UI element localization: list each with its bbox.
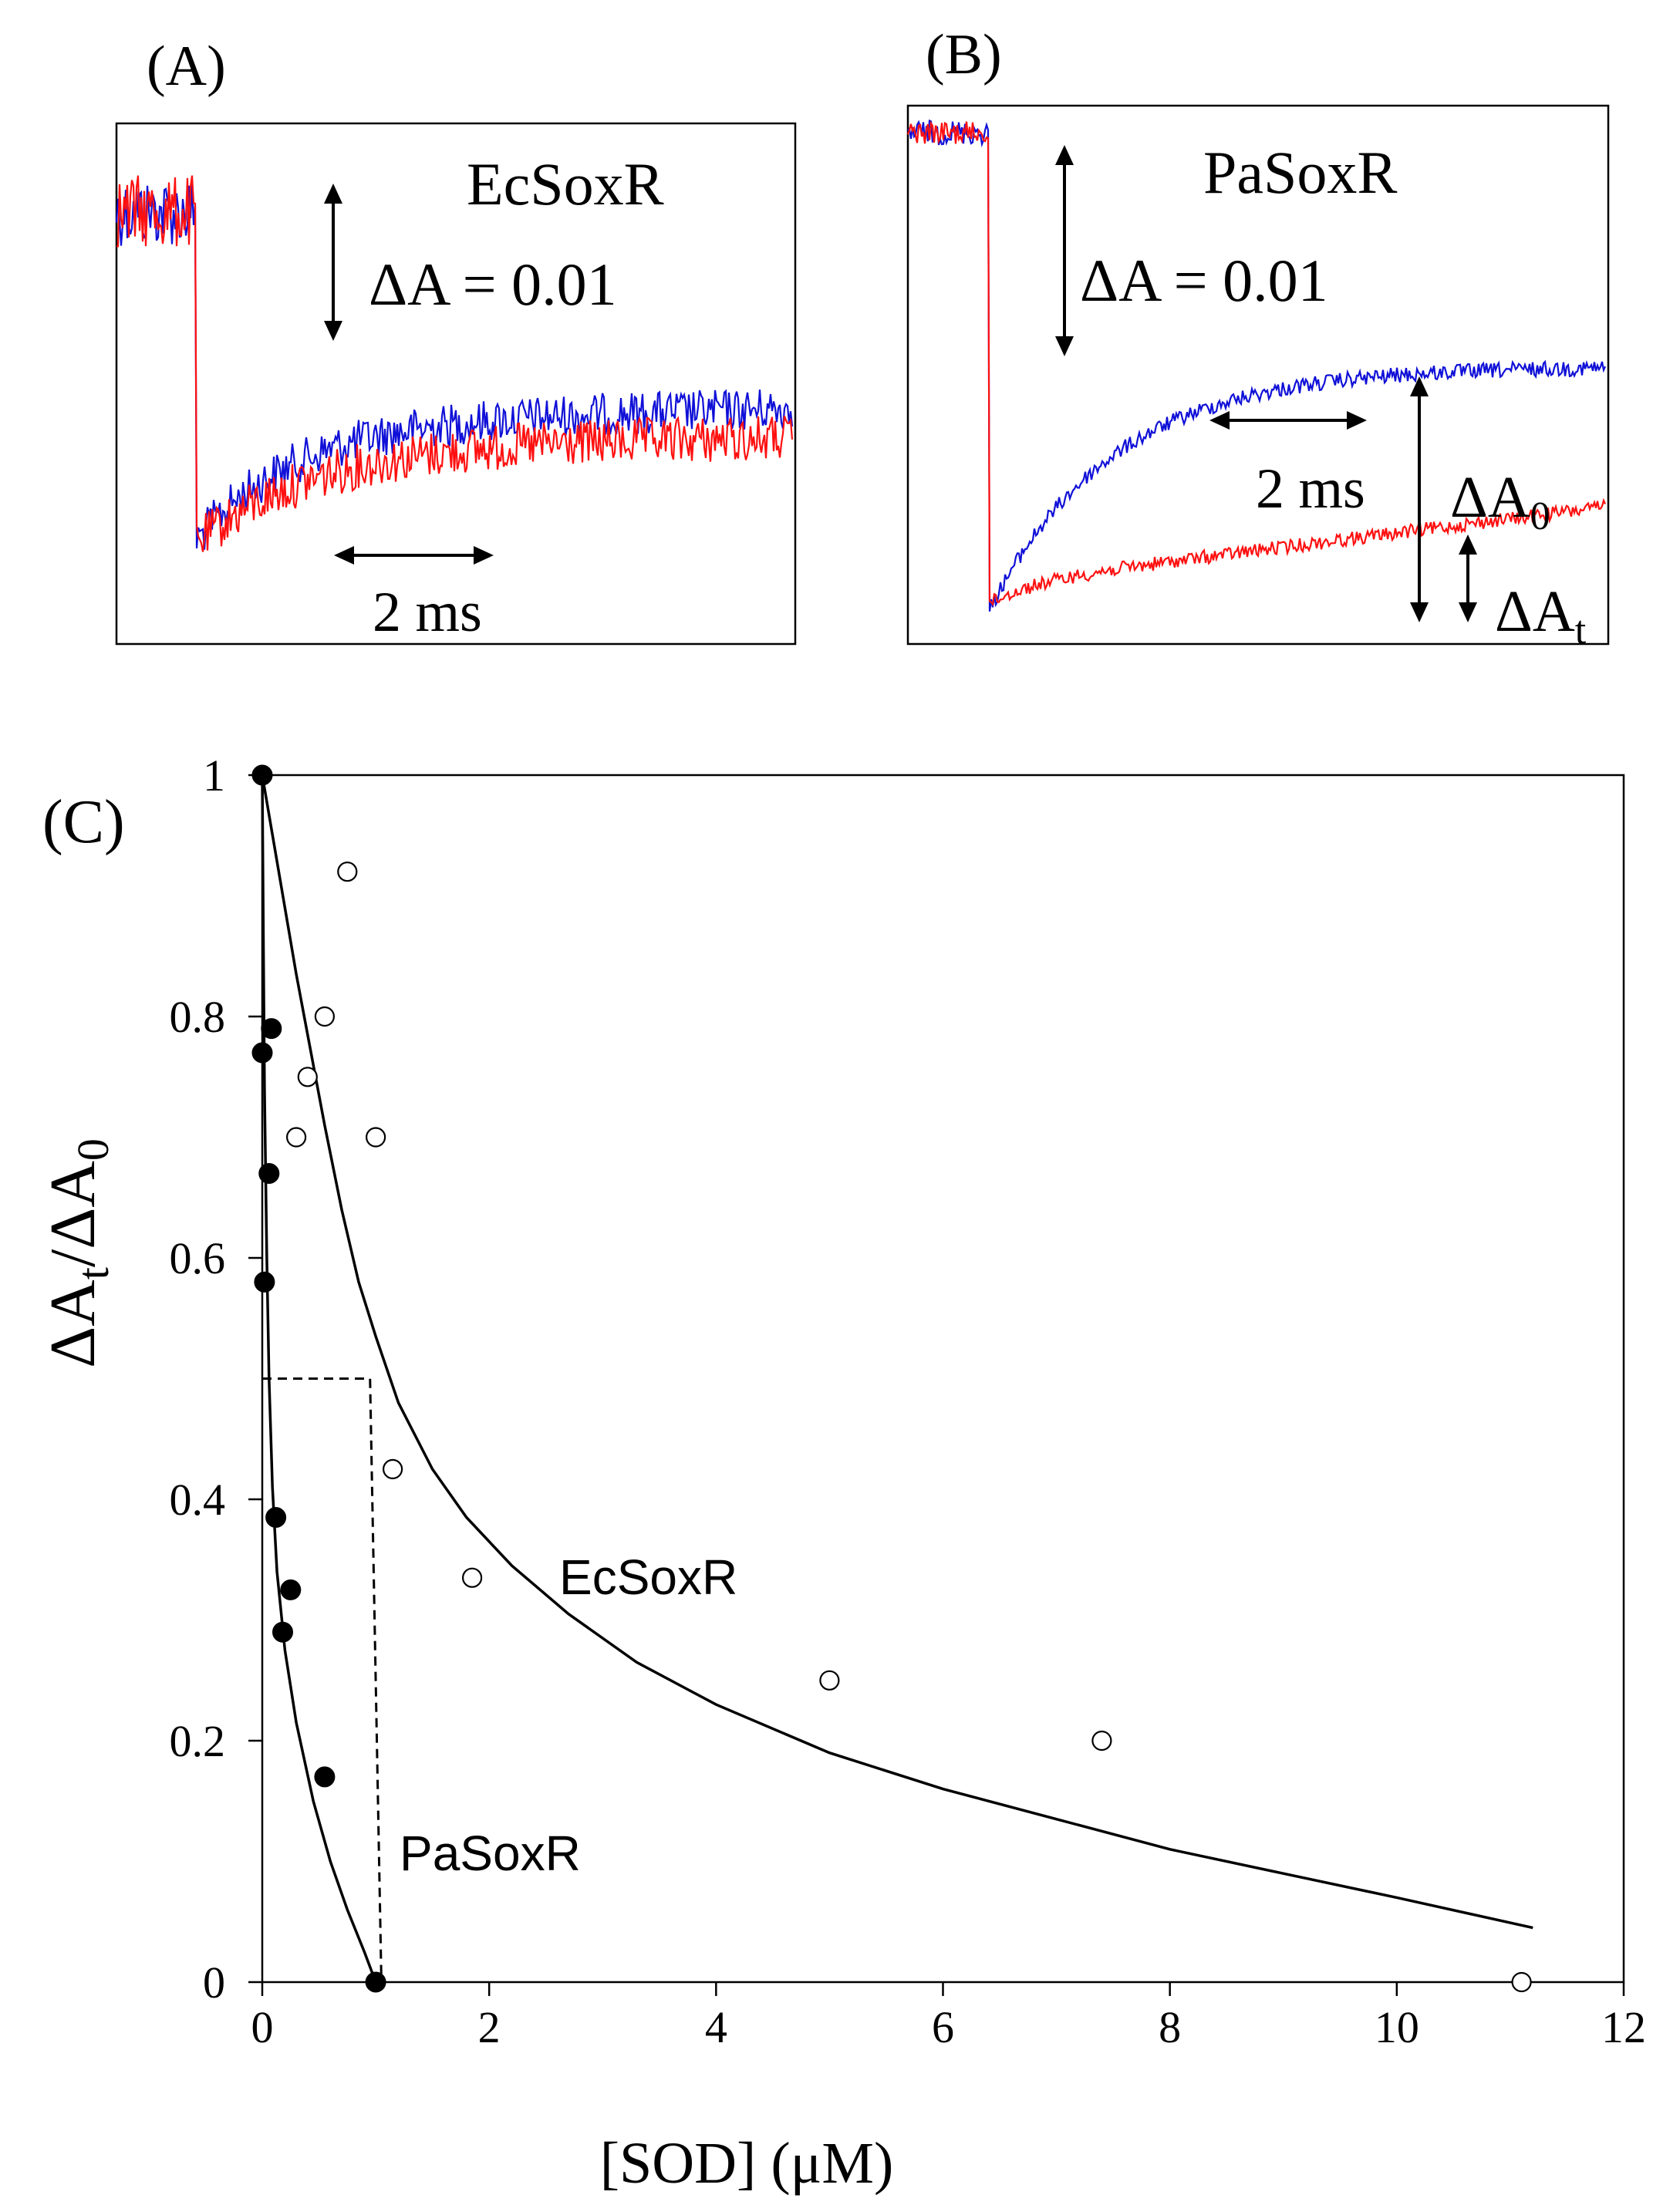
point-ecsoxr	[383, 1458, 403, 1480]
point-ecsoxr	[366, 1127, 386, 1148]
panel-b-amplitude-arrow	[1055, 145, 1074, 356]
panel-a-letter: (A)	[147, 35, 226, 98]
point-pasoxr	[280, 1579, 302, 1600]
panel-b-trace-blue	[907, 119, 1607, 612]
point-ecsoxr	[1511, 1971, 1532, 1993]
panel-c-axes: 0 2 4 6 8 10 12 0 0.2 0.4 0.6 0.8 1	[170, 750, 1647, 2052]
point-pasoxr	[254, 1271, 275, 1293]
point-ecsoxr	[1091, 1730, 1112, 1752]
point-ecsoxr	[337, 861, 358, 882]
point-pasoxr	[265, 1507, 287, 1528]
x-tick-label: 0	[251, 2002, 274, 2052]
panel-c-fit-curves	[261, 774, 1533, 1983]
y-tick-label: 0.2	[170, 1716, 226, 1766]
point-ecsoxr	[286, 1127, 307, 1148]
panel-b-letter: (B)	[926, 23, 1002, 86]
y-tick-label: 1	[203, 750, 225, 801]
panel-b: (B) PaSoxR ΔA = 0.01 2 ms ΔA0	[906, 23, 1610, 652]
panel-a-time-arrow	[334, 546, 494, 565]
point-ecsoxr	[461, 1567, 483, 1588]
point-pasoxr	[272, 1621, 293, 1643]
panel-a-time-label: 2 ms	[373, 581, 482, 644]
point-ecsoxr	[297, 1067, 318, 1087]
point-pasoxr	[258, 1163, 280, 1184]
y-tick-label: 0.8	[170, 992, 226, 1042]
panel-b-delta-at-label: ΔAt	[1495, 579, 1587, 652]
panel-c-data-points	[251, 764, 1532, 1993]
point-ecsoxr	[314, 1006, 335, 1027]
panel-a-frame	[115, 122, 797, 646]
panel-b-delta-at-arrow	[1459, 534, 1477, 622]
panel-a: (A) EcSoxR ΔA = 0.01 2 ms	[115, 35, 797, 646]
fit-curve-ecsoxr	[261, 774, 1533, 1930]
point-pasoxr	[251, 764, 273, 786]
panel-a-protein-label: EcSoxR	[467, 150, 664, 217]
panel-a-trace-red	[116, 175, 794, 552]
point-pasoxr	[261, 1018, 282, 1040]
panel-a-amplitude-arrow	[324, 184, 342, 341]
y-tick-label: 0	[203, 1957, 225, 2008]
x-tick-label: 10	[1375, 2002, 1419, 2052]
panel-b-time-label: 2 ms	[1256, 457, 1365, 521]
panel-a-traces	[115, 175, 794, 552]
y-tick-label: 0.6	[170, 1233, 226, 1283]
panel-a-trace-blue	[115, 184, 794, 550]
panel-b-delta-a0-arrow	[1410, 376, 1429, 622]
panel-c: (C) 0 2 4 6 8 10 12 0 0.2 0.4 0.6 0.8 1 EcSoxR PaSox…	[37, 750, 1646, 2196]
plot-frame	[261, 774, 1625, 1984]
x-tick-label: 12	[1601, 2002, 1646, 2052]
point-ecsoxr	[819, 1670, 840, 1691]
panel-b-amplitude-label: ΔA = 0.01	[1080, 247, 1328, 314]
x-axis-label: [SOD] (μM)	[600, 2131, 894, 2196]
x-tick-label: 8	[1159, 2002, 1181, 2052]
panel-b-traces	[906, 119, 1607, 612]
panel-b-delta-a0-label: ΔA0	[1450, 465, 1550, 538]
panel-b-time-arrow	[1209, 411, 1367, 430]
half-point-dashed-line	[262, 1377, 383, 1983]
y-tick-label: 0.4	[170, 1475, 226, 1525]
series-label-pasoxr: PaSoxR	[400, 1826, 581, 1881]
panel-b-protein-label: PaSoxR	[1203, 139, 1397, 206]
x-tick-label: 6	[932, 2002, 954, 2052]
panel-b-trace-red	[906, 120, 1607, 607]
panel-a-amplitude-label: ΔA = 0.01	[369, 251, 617, 318]
y-axis-label: ΔAt/ΔA0	[37, 1138, 118, 1368]
series-label-ecsoxr: EcSoxR	[559, 1549, 737, 1605]
point-pasoxr	[251, 1042, 273, 1064]
x-tick-label: 4	[705, 2002, 727, 2052]
fit-curve-pasoxr	[261, 774, 377, 1983]
x-tick-label: 2	[478, 2002, 501, 2052]
point-pasoxr	[365, 1971, 386, 1993]
point-pasoxr	[314, 1766, 336, 1788]
panel-b-frame	[906, 104, 1610, 646]
panel-c-letter: (C)	[42, 788, 125, 856]
panel-c-half-guide	[262, 1377, 383, 1983]
